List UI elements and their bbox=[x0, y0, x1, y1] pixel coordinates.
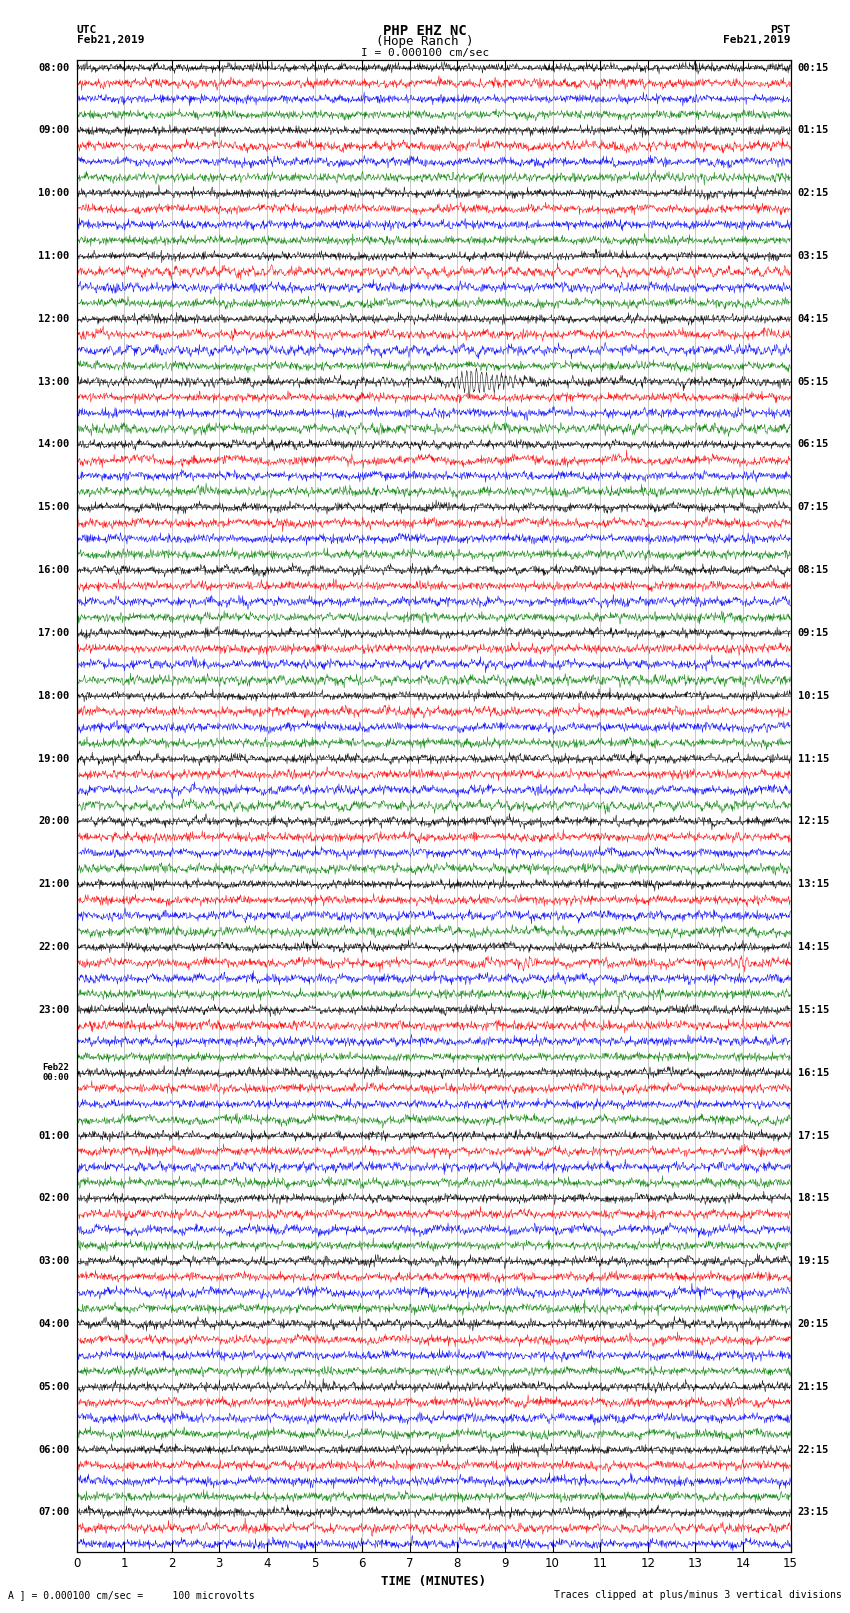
Text: PST: PST bbox=[770, 24, 790, 35]
Text: 08:15: 08:15 bbox=[797, 565, 829, 576]
Text: 01:15: 01:15 bbox=[797, 126, 829, 135]
Text: Feb22
00:00: Feb22 00:00 bbox=[42, 1063, 70, 1082]
Text: 06:15: 06:15 bbox=[797, 439, 829, 450]
Text: 17:15: 17:15 bbox=[797, 1131, 829, 1140]
Text: 19:00: 19:00 bbox=[38, 753, 70, 763]
Text: 13:00: 13:00 bbox=[38, 377, 70, 387]
Text: 17:00: 17:00 bbox=[38, 627, 70, 637]
Text: 03:00: 03:00 bbox=[38, 1257, 70, 1266]
Text: 03:15: 03:15 bbox=[797, 252, 829, 261]
Text: 16:15: 16:15 bbox=[797, 1068, 829, 1077]
Text: 01:00: 01:00 bbox=[38, 1131, 70, 1140]
Text: 11:15: 11:15 bbox=[797, 753, 829, 763]
Text: 09:15: 09:15 bbox=[797, 627, 829, 637]
Text: I = 0.000100 cm/sec: I = 0.000100 cm/sec bbox=[361, 48, 489, 58]
Text: 22:00: 22:00 bbox=[38, 942, 70, 952]
Text: 11:00: 11:00 bbox=[38, 252, 70, 261]
Text: 04:15: 04:15 bbox=[797, 315, 829, 324]
Text: 05:15: 05:15 bbox=[797, 377, 829, 387]
Text: A ] = 0.000100 cm/sec =     100 microvolts: A ] = 0.000100 cm/sec = 100 microvolts bbox=[8, 1590, 255, 1600]
Text: 23:00: 23:00 bbox=[38, 1005, 70, 1015]
Text: 02:15: 02:15 bbox=[797, 189, 829, 198]
Text: 23:15: 23:15 bbox=[797, 1508, 829, 1518]
Text: 18:15: 18:15 bbox=[797, 1194, 829, 1203]
Text: 10:15: 10:15 bbox=[797, 690, 829, 700]
Text: 09:00: 09:00 bbox=[38, 126, 70, 135]
Text: 07:00: 07:00 bbox=[38, 1508, 70, 1518]
Text: 14:15: 14:15 bbox=[797, 942, 829, 952]
Text: 20:00: 20:00 bbox=[38, 816, 70, 826]
Text: 06:00: 06:00 bbox=[38, 1445, 70, 1455]
Text: 18:00: 18:00 bbox=[38, 690, 70, 700]
Text: 20:15: 20:15 bbox=[797, 1319, 829, 1329]
Text: Feb21,2019: Feb21,2019 bbox=[76, 35, 144, 45]
Text: 04:00: 04:00 bbox=[38, 1319, 70, 1329]
Text: Traces clipped at plus/minus 3 vertical divisions: Traces clipped at plus/minus 3 vertical … bbox=[553, 1590, 842, 1600]
Text: 21:00: 21:00 bbox=[38, 879, 70, 889]
Text: Feb21,2019: Feb21,2019 bbox=[723, 35, 791, 45]
Text: 08:00: 08:00 bbox=[38, 63, 70, 73]
Text: (Hope Ranch ): (Hope Ranch ) bbox=[377, 35, 473, 48]
Text: 00:15: 00:15 bbox=[797, 63, 829, 73]
X-axis label: TIME (MINUTES): TIME (MINUTES) bbox=[381, 1576, 486, 1589]
Text: 02:00: 02:00 bbox=[38, 1194, 70, 1203]
Text: 14:00: 14:00 bbox=[38, 439, 70, 450]
Text: 15:00: 15:00 bbox=[38, 502, 70, 513]
Text: 21:15: 21:15 bbox=[797, 1382, 829, 1392]
Text: UTC: UTC bbox=[76, 24, 97, 35]
Text: 12:00: 12:00 bbox=[38, 315, 70, 324]
Text: 22:15: 22:15 bbox=[797, 1445, 829, 1455]
Text: 05:00: 05:00 bbox=[38, 1382, 70, 1392]
Text: 10:00: 10:00 bbox=[38, 189, 70, 198]
Text: 12:15: 12:15 bbox=[797, 816, 829, 826]
Text: 19:15: 19:15 bbox=[797, 1257, 829, 1266]
Text: 15:15: 15:15 bbox=[797, 1005, 829, 1015]
Text: 13:15: 13:15 bbox=[797, 879, 829, 889]
Text: 07:15: 07:15 bbox=[797, 502, 829, 513]
Text: PHP EHZ NC: PHP EHZ NC bbox=[383, 24, 467, 37]
Text: 16:00: 16:00 bbox=[38, 565, 70, 576]
